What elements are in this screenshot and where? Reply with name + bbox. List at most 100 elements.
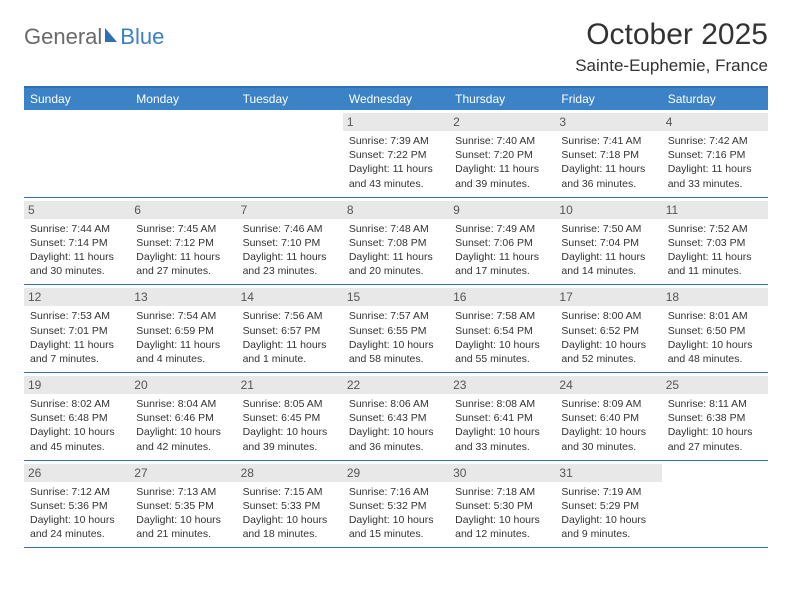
sunset-text: Sunset: 6:50 PM	[668, 324, 762, 338]
daylight-text: Daylight: 10 hours and 33 minutes.	[455, 425, 549, 453]
day-header: Wednesday	[343, 88, 449, 110]
sunset-text: Sunset: 5:29 PM	[561, 499, 655, 513]
day-cell: 2 Sunrise: 7:40 AMSunset: 7:20 PMDaylight…	[449, 110, 555, 197]
sunrise-text: Sunrise: 8:02 AM	[30, 397, 124, 411]
sunset-text: Sunset: 6:43 PM	[349, 411, 443, 425]
day-number: 25	[662, 376, 768, 394]
day-number: 29	[343, 464, 449, 482]
day-number: 11	[662, 201, 768, 219]
sunrise-text: Sunrise: 7:54 AM	[136, 309, 230, 323]
daylight-text: Daylight: 11 hours and 36 minutes.	[561, 162, 655, 190]
daylight-text: Daylight: 11 hours and 20 minutes.	[349, 250, 443, 278]
sunrise-text: Sunrise: 7:40 AM	[455, 134, 549, 148]
day-number: 7	[237, 201, 343, 219]
day-cell: 16Sunrise: 7:58 AMSunset: 6:54 PMDayligh…	[449, 285, 555, 372]
day-cell	[662, 461, 768, 548]
sunrise-text: Sunrise: 7:44 AM	[30, 222, 124, 236]
day-header: Thursday	[449, 88, 555, 110]
calendar-page: General Blue October 2025 Sainte-Euphemi…	[0, 0, 792, 560]
day-number: 2	[449, 113, 555, 131]
sunset-text: Sunset: 5:32 PM	[349, 499, 443, 513]
week-row: 12Sunrise: 7:53 AMSunset: 7:01 PMDayligh…	[24, 285, 768, 373]
sunrise-text: Sunrise: 7:46 AM	[243, 222, 337, 236]
sunrise-text: Sunrise: 7:45 AM	[136, 222, 230, 236]
daylight-text: Daylight: 10 hours and 24 minutes.	[30, 513, 124, 541]
day-number: 6	[130, 201, 236, 219]
sunset-text: Sunset: 6:59 PM	[136, 324, 230, 338]
sunrise-text: Sunrise: 8:01 AM	[668, 309, 762, 323]
logo: General Blue	[24, 24, 164, 50]
sunrise-text: Sunrise: 7:19 AM	[561, 485, 655, 499]
daylight-text: Daylight: 10 hours and 58 minutes.	[349, 338, 443, 366]
day-cell: 15Sunrise: 7:57 AMSunset: 6:55 PMDayligh…	[343, 285, 449, 372]
daylight-text: Daylight: 10 hours and 15 minutes.	[349, 513, 443, 541]
daylight-text: Daylight: 10 hours and 45 minutes.	[30, 425, 124, 453]
sunset-text: Sunset: 6:54 PM	[455, 324, 549, 338]
day-cell	[130, 110, 236, 197]
daylight-text: Daylight: 10 hours and 42 minutes.	[136, 425, 230, 453]
day-cell: 4Sunrise: 7:42 AMSunset: 7:16 PMDaylight…	[662, 110, 768, 197]
sunset-text: Sunset: 7:14 PM	[30, 236, 124, 250]
day-number: 17	[555, 288, 661, 306]
sunrise-text: Sunrise: 8:04 AM	[136, 397, 230, 411]
sunrise-text: Sunrise: 7:50 AM	[561, 222, 655, 236]
day-number: 19	[24, 376, 130, 394]
logo-triangle-icon	[105, 28, 117, 42]
sunset-text: Sunset: 7:04 PM	[561, 236, 655, 250]
week-row: 26Sunrise: 7:12 AMSunset: 5:36 PMDayligh…	[24, 461, 768, 549]
sunrise-text: Sunrise: 7:42 AM	[668, 134, 762, 148]
sunset-text: Sunset: 6:52 PM	[561, 324, 655, 338]
sunset-text: Sunset: 6:57 PM	[243, 324, 337, 338]
day-number: 24	[555, 376, 661, 394]
daylight-text: Daylight: 10 hours and 36 minutes.	[349, 425, 443, 453]
daylight-text: Daylight: 10 hours and 18 minutes.	[243, 513, 337, 541]
week-row: 5Sunrise: 7:44 AMSunset: 7:14 PMDaylight…	[24, 198, 768, 286]
daylight-text: Daylight: 11 hours and 33 minutes.	[668, 162, 762, 190]
page-header: General Blue October 2025 Sainte-Euphemi…	[24, 18, 768, 76]
day-header: Saturday	[662, 88, 768, 110]
day-cell: 8Sunrise: 7:48 AMSunset: 7:08 PMDaylight…	[343, 198, 449, 285]
sunset-text: Sunset: 7:03 PM	[668, 236, 762, 250]
daylight-text: Daylight: 10 hours and 52 minutes.	[561, 338, 655, 366]
daylight-text: Daylight: 10 hours and 48 minutes.	[668, 338, 762, 366]
sunrise-text: Sunrise: 7:49 AM	[455, 222, 549, 236]
sunset-text: Sunset: 7:12 PM	[136, 236, 230, 250]
sunrise-text: Sunrise: 7:15 AM	[243, 485, 337, 499]
day-number: 4	[662, 113, 768, 131]
week-row: 19Sunrise: 8:02 AMSunset: 6:48 PMDayligh…	[24, 373, 768, 461]
sunset-text: Sunset: 7:20 PM	[455, 148, 549, 162]
sunrise-text: Sunrise: 7:53 AM	[30, 309, 124, 323]
day-number: 8	[343, 201, 449, 219]
day-number: 26	[24, 464, 130, 482]
day-cell	[237, 110, 343, 197]
sunrise-text: Sunrise: 8:06 AM	[349, 397, 443, 411]
sunset-text: Sunset: 5:33 PM	[243, 499, 337, 513]
sunrise-text: Sunrise: 7:39 AM	[349, 134, 443, 148]
sunrise-text: Sunrise: 7:41 AM	[561, 134, 655, 148]
month-title: October 2025	[575, 18, 768, 52]
daylight-text: Daylight: 10 hours and 9 minutes.	[561, 513, 655, 541]
day-header: Tuesday	[237, 88, 343, 110]
daylight-text: Daylight: 11 hours and 39 minutes.	[455, 162, 549, 190]
daylight-text: Daylight: 11 hours and 30 minutes.	[30, 250, 124, 278]
day-cell: 19Sunrise: 8:02 AMSunset: 6:48 PMDayligh…	[24, 373, 130, 460]
daylight-text: Daylight: 10 hours and 12 minutes.	[455, 513, 549, 541]
daylight-text: Daylight: 11 hours and 23 minutes.	[243, 250, 337, 278]
sunrise-text: Sunrise: 7:57 AM	[349, 309, 443, 323]
day-number: 20	[130, 376, 236, 394]
sunrise-text: Sunrise: 8:08 AM	[455, 397, 549, 411]
sunrise-text: Sunrise: 8:00 AM	[561, 309, 655, 323]
sunset-text: Sunset: 7:22 PM	[349, 148, 443, 162]
sunrise-text: Sunrise: 7:16 AM	[349, 485, 443, 499]
sunrise-text: Sunrise: 8:11 AM	[668, 397, 762, 411]
day-number: 27	[130, 464, 236, 482]
daylight-text: Daylight: 10 hours and 21 minutes.	[136, 513, 230, 541]
day-cell: 9Sunrise: 7:49 AMSunset: 7:06 PMDaylight…	[449, 198, 555, 285]
sunrise-text: Sunrise: 7:56 AM	[243, 309, 337, 323]
day-number: 3	[555, 113, 661, 131]
day-cell: 5Sunrise: 7:44 AMSunset: 7:14 PMDaylight…	[24, 198, 130, 285]
day-cell: 18 Sunrise: 8:01 AMSunset: 6:50 PMDayligh…	[662, 285, 768, 372]
day-number: 18	[662, 288, 768, 306]
day-number: 15	[343, 288, 449, 306]
sunset-text: Sunset: 5:36 PM	[30, 499, 124, 513]
